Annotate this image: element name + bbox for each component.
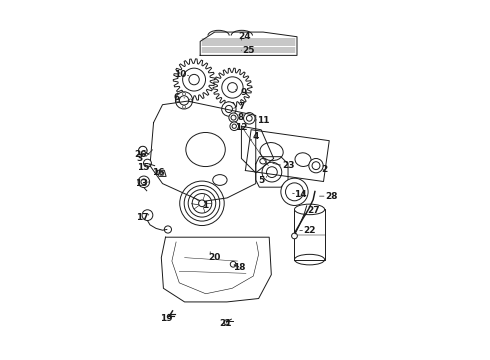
Circle shape bbox=[230, 261, 236, 267]
Text: 17: 17 bbox=[137, 213, 149, 222]
Polygon shape bbox=[256, 157, 288, 187]
Circle shape bbox=[230, 122, 239, 131]
Circle shape bbox=[175, 92, 193, 109]
Polygon shape bbox=[200, 32, 297, 55]
Ellipse shape bbox=[294, 204, 324, 215]
Text: 21: 21 bbox=[219, 319, 232, 328]
Circle shape bbox=[142, 210, 153, 221]
Text: 6: 6 bbox=[174, 93, 180, 102]
Text: 22: 22 bbox=[303, 226, 316, 235]
Text: 2: 2 bbox=[321, 165, 327, 174]
Text: 25: 25 bbox=[243, 46, 255, 55]
Circle shape bbox=[183, 105, 186, 108]
Circle shape bbox=[183, 93, 186, 95]
Text: 23: 23 bbox=[282, 161, 294, 170]
Text: 15: 15 bbox=[137, 163, 149, 172]
Text: 14: 14 bbox=[294, 190, 307, 199]
Text: 16: 16 bbox=[152, 168, 165, 177]
Polygon shape bbox=[294, 210, 324, 260]
Text: 10: 10 bbox=[174, 70, 187, 79]
Polygon shape bbox=[173, 59, 215, 100]
Text: 9: 9 bbox=[240, 87, 246, 96]
Circle shape bbox=[138, 176, 149, 188]
Circle shape bbox=[229, 113, 238, 122]
Text: 5: 5 bbox=[258, 176, 264, 185]
Text: 18: 18 bbox=[233, 264, 246, 273]
Polygon shape bbox=[161, 237, 271, 302]
Circle shape bbox=[244, 113, 255, 124]
Text: 20: 20 bbox=[208, 253, 220, 262]
Text: 8: 8 bbox=[237, 113, 244, 122]
Polygon shape bbox=[245, 130, 329, 181]
Polygon shape bbox=[242, 126, 274, 173]
Circle shape bbox=[160, 171, 164, 176]
Circle shape bbox=[144, 159, 151, 167]
Text: 12: 12 bbox=[235, 123, 247, 132]
Text: 13: 13 bbox=[135, 179, 147, 188]
Circle shape bbox=[189, 75, 199, 85]
Polygon shape bbox=[213, 68, 252, 107]
Text: 4: 4 bbox=[252, 132, 259, 141]
Text: 27: 27 bbox=[307, 206, 319, 215]
Text: 26: 26 bbox=[134, 150, 147, 159]
Circle shape bbox=[176, 99, 179, 102]
Circle shape bbox=[198, 200, 205, 207]
Circle shape bbox=[281, 178, 308, 206]
Circle shape bbox=[221, 102, 236, 116]
Circle shape bbox=[139, 146, 147, 155]
Text: 24: 24 bbox=[239, 32, 251, 41]
Text: 28: 28 bbox=[325, 192, 337, 201]
Circle shape bbox=[228, 83, 237, 92]
Circle shape bbox=[292, 233, 297, 239]
Text: 1: 1 bbox=[202, 201, 209, 210]
Text: 11: 11 bbox=[257, 116, 269, 125]
Text: 3: 3 bbox=[136, 154, 142, 163]
Circle shape bbox=[309, 158, 323, 173]
Circle shape bbox=[224, 320, 229, 325]
Circle shape bbox=[189, 99, 192, 102]
Polygon shape bbox=[150, 101, 256, 202]
Circle shape bbox=[164, 226, 171, 233]
Text: 19: 19 bbox=[160, 314, 172, 323]
Text: 7: 7 bbox=[238, 102, 245, 111]
